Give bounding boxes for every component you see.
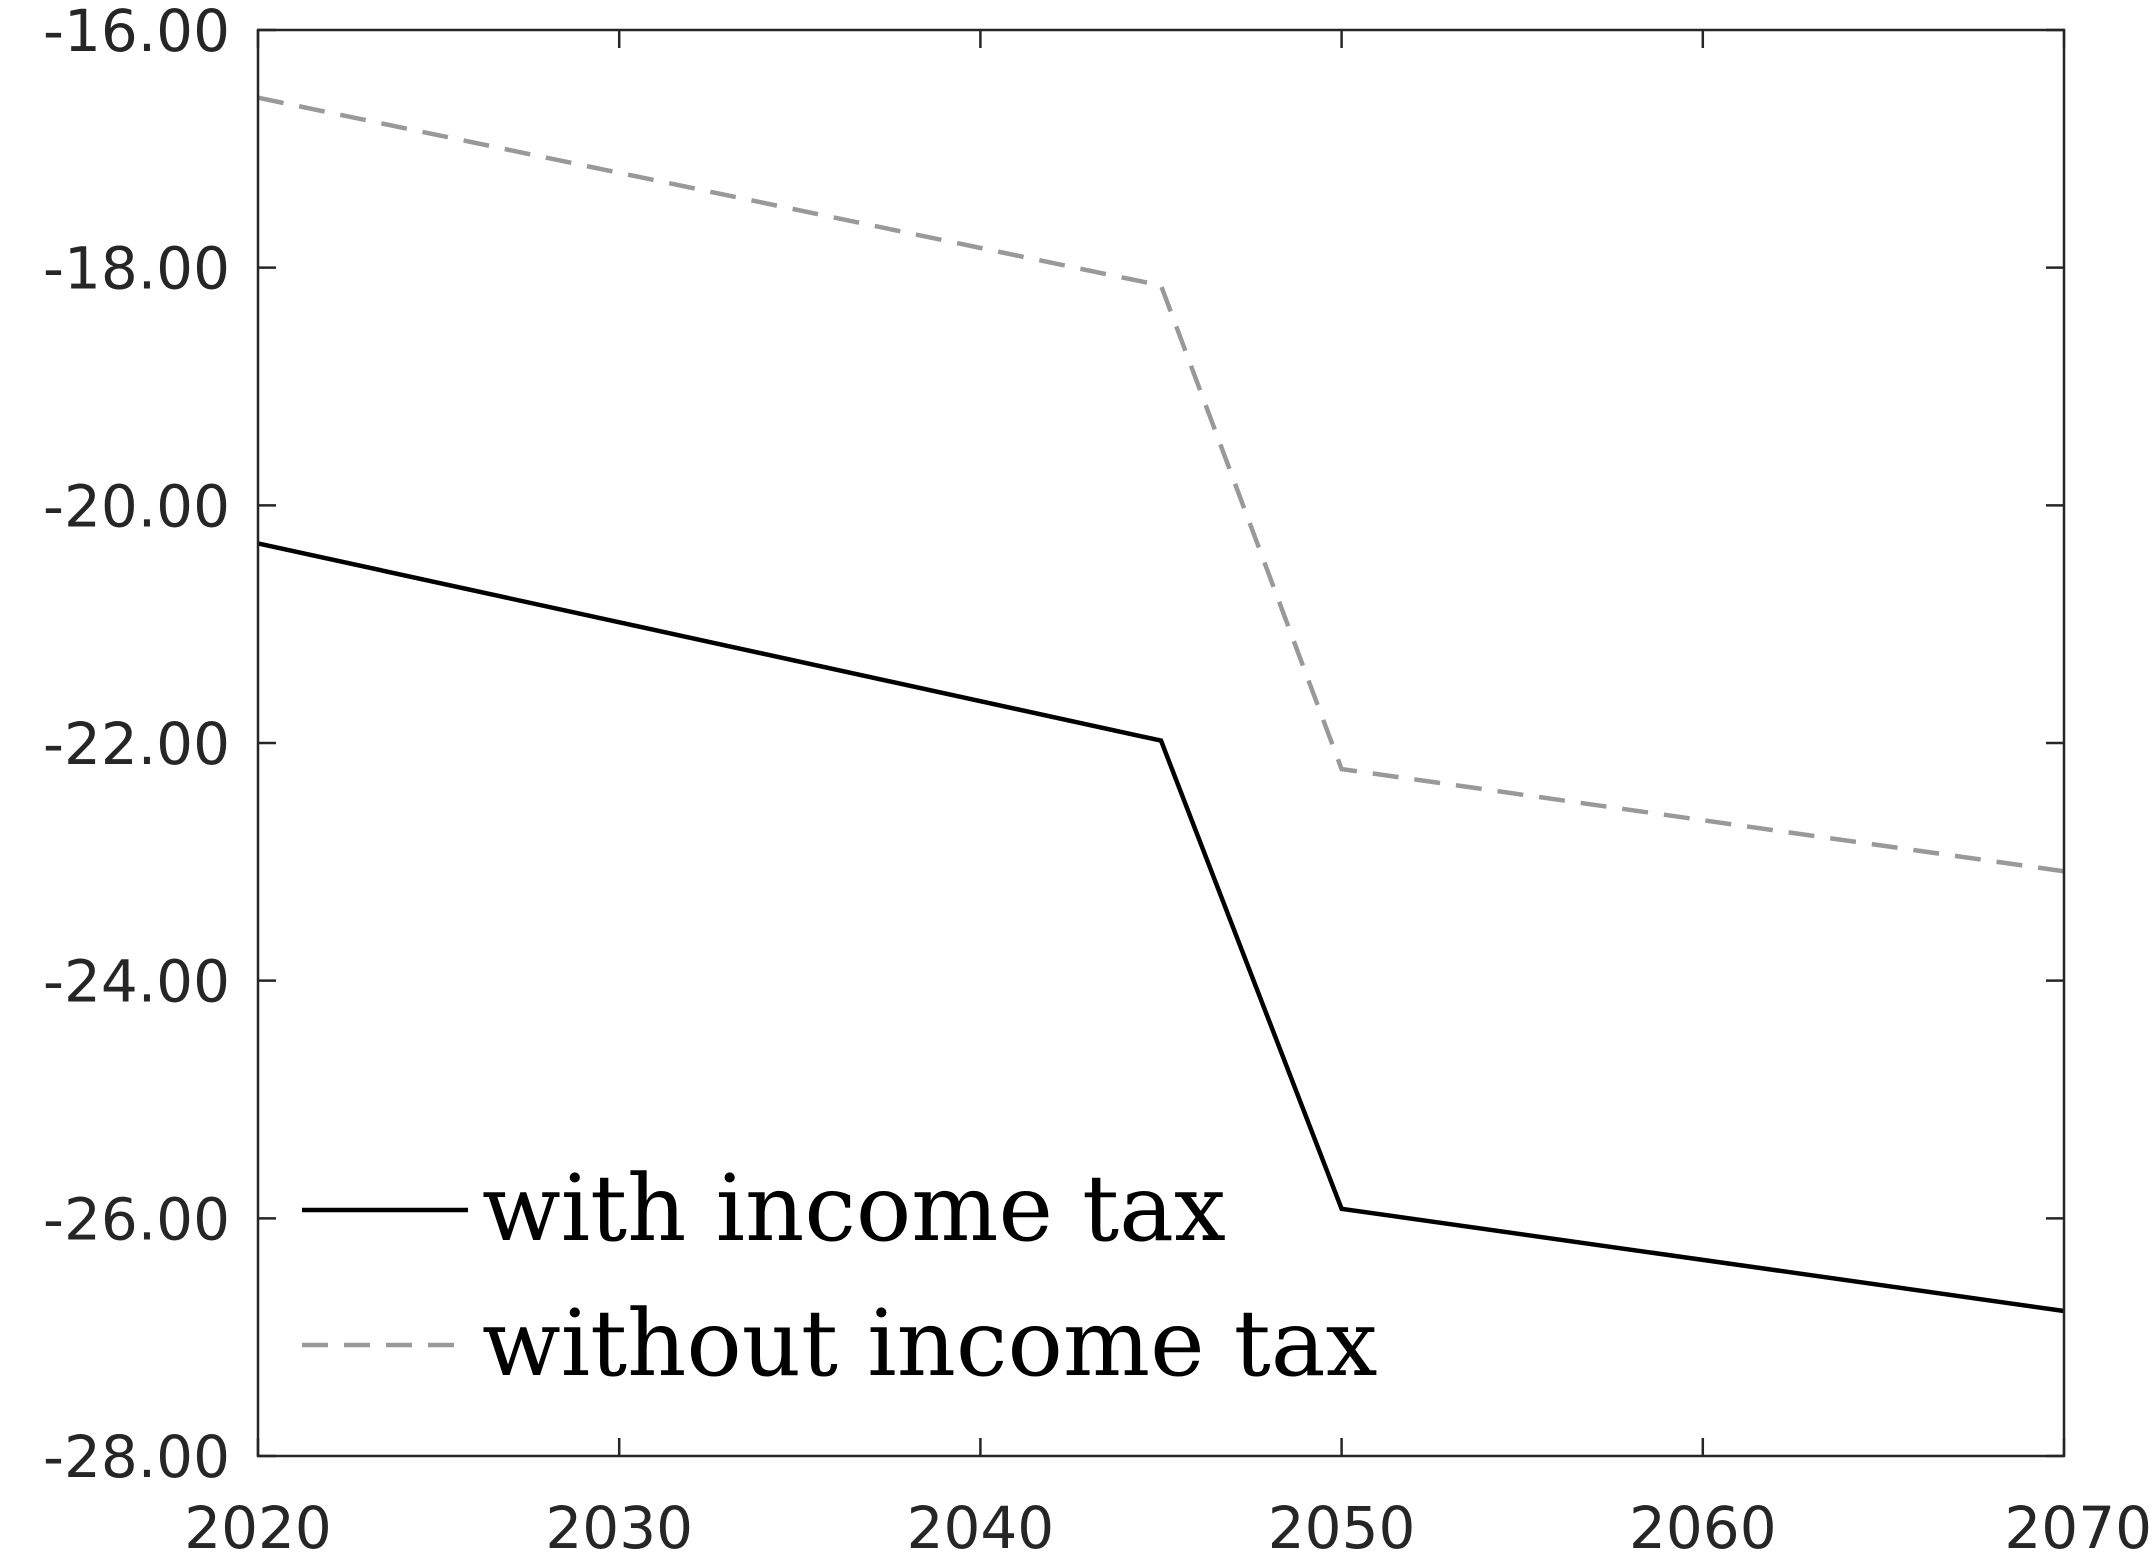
x-tick-label: 2020	[184, 1494, 332, 1554]
series-line-1	[257, 541, 2065, 1314]
legend-label-1: with income tax	[482, 1155, 1226, 1262]
legend-label-2: without income tax	[482, 1290, 1377, 1397]
series-line-2	[257, 95, 2065, 874]
y-tick-label: -28.00	[43, 1423, 230, 1491]
axes-layer: 2020 2030 2040 2050 2060 2070 -16.00 -18.00 -20.…	[43, 0, 2152, 1554]
x-tick-label: 2040	[907, 1494, 1055, 1554]
y-tick-label: -20.00	[43, 472, 230, 540]
y-tick-label: -16.00	[43, 0, 230, 65]
y-tick-label: -26.00	[43, 1185, 230, 1253]
series-layer	[257, 95, 2065, 1314]
x-tick-label: 2070	[2004, 1494, 2152, 1554]
x-tick-label: 2060	[1629, 1494, 1777, 1554]
x-tick-label: 2050	[1268, 1494, 1416, 1554]
y-tick-label: -24.00	[43, 948, 230, 1016]
y-tick-label: -18.00	[43, 235, 230, 303]
y-tick-label: -22.00	[43, 710, 230, 778]
x-tick-label: 2030	[545, 1494, 693, 1554]
legend: with income tax without income tax	[302, 1155, 1377, 1397]
